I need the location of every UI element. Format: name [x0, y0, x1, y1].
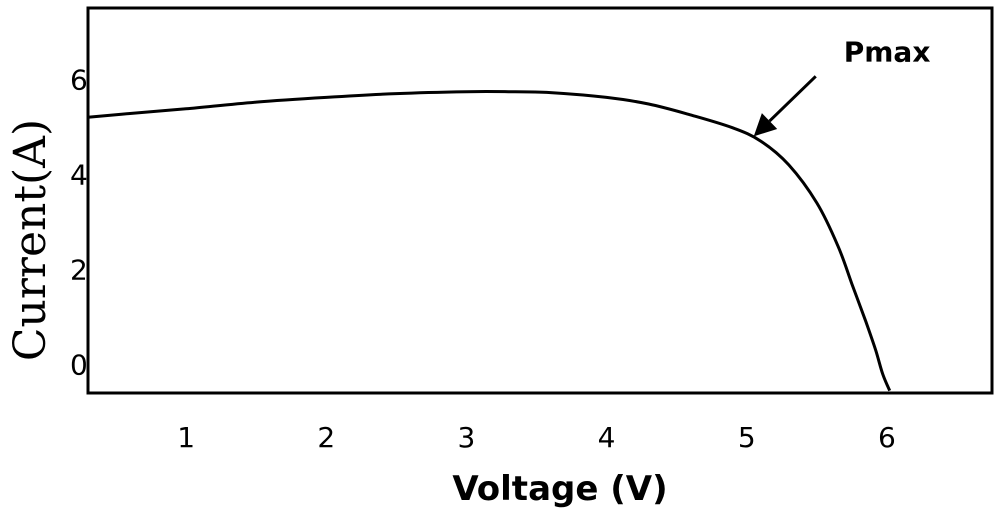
x-tick-label: 5: [738, 421, 756, 454]
y-tick-label: 4: [70, 158, 88, 191]
pmax-arrowhead: [753, 113, 778, 137]
x-tick-labels: 1 2 3 4 5 6: [177, 421, 896, 454]
series-line-current-voltage: [87, 89, 892, 392]
x-tick-label: 3: [458, 421, 476, 454]
plot-frame: [86, 6, 994, 395]
y-tick-label: 2: [70, 253, 88, 286]
x-tick-label: 6: [878, 421, 896, 454]
x-axis-title: Voltage (V): [452, 469, 667, 509]
pmax-arrow: [768, 75, 817, 123]
x-tick-label: 1: [177, 421, 195, 454]
pmax-label: Pmax: [844, 35, 931, 68]
y-tick-labels: 0 2 4 6: [70, 63, 88, 381]
x-tick-label: 4: [598, 421, 616, 454]
y-tick-label: 0: [70, 348, 88, 381]
y-tick-label: 6: [70, 63, 88, 96]
y-axis-title: Current(A): [5, 119, 56, 361]
x-tick-label: 2: [317, 421, 335, 454]
